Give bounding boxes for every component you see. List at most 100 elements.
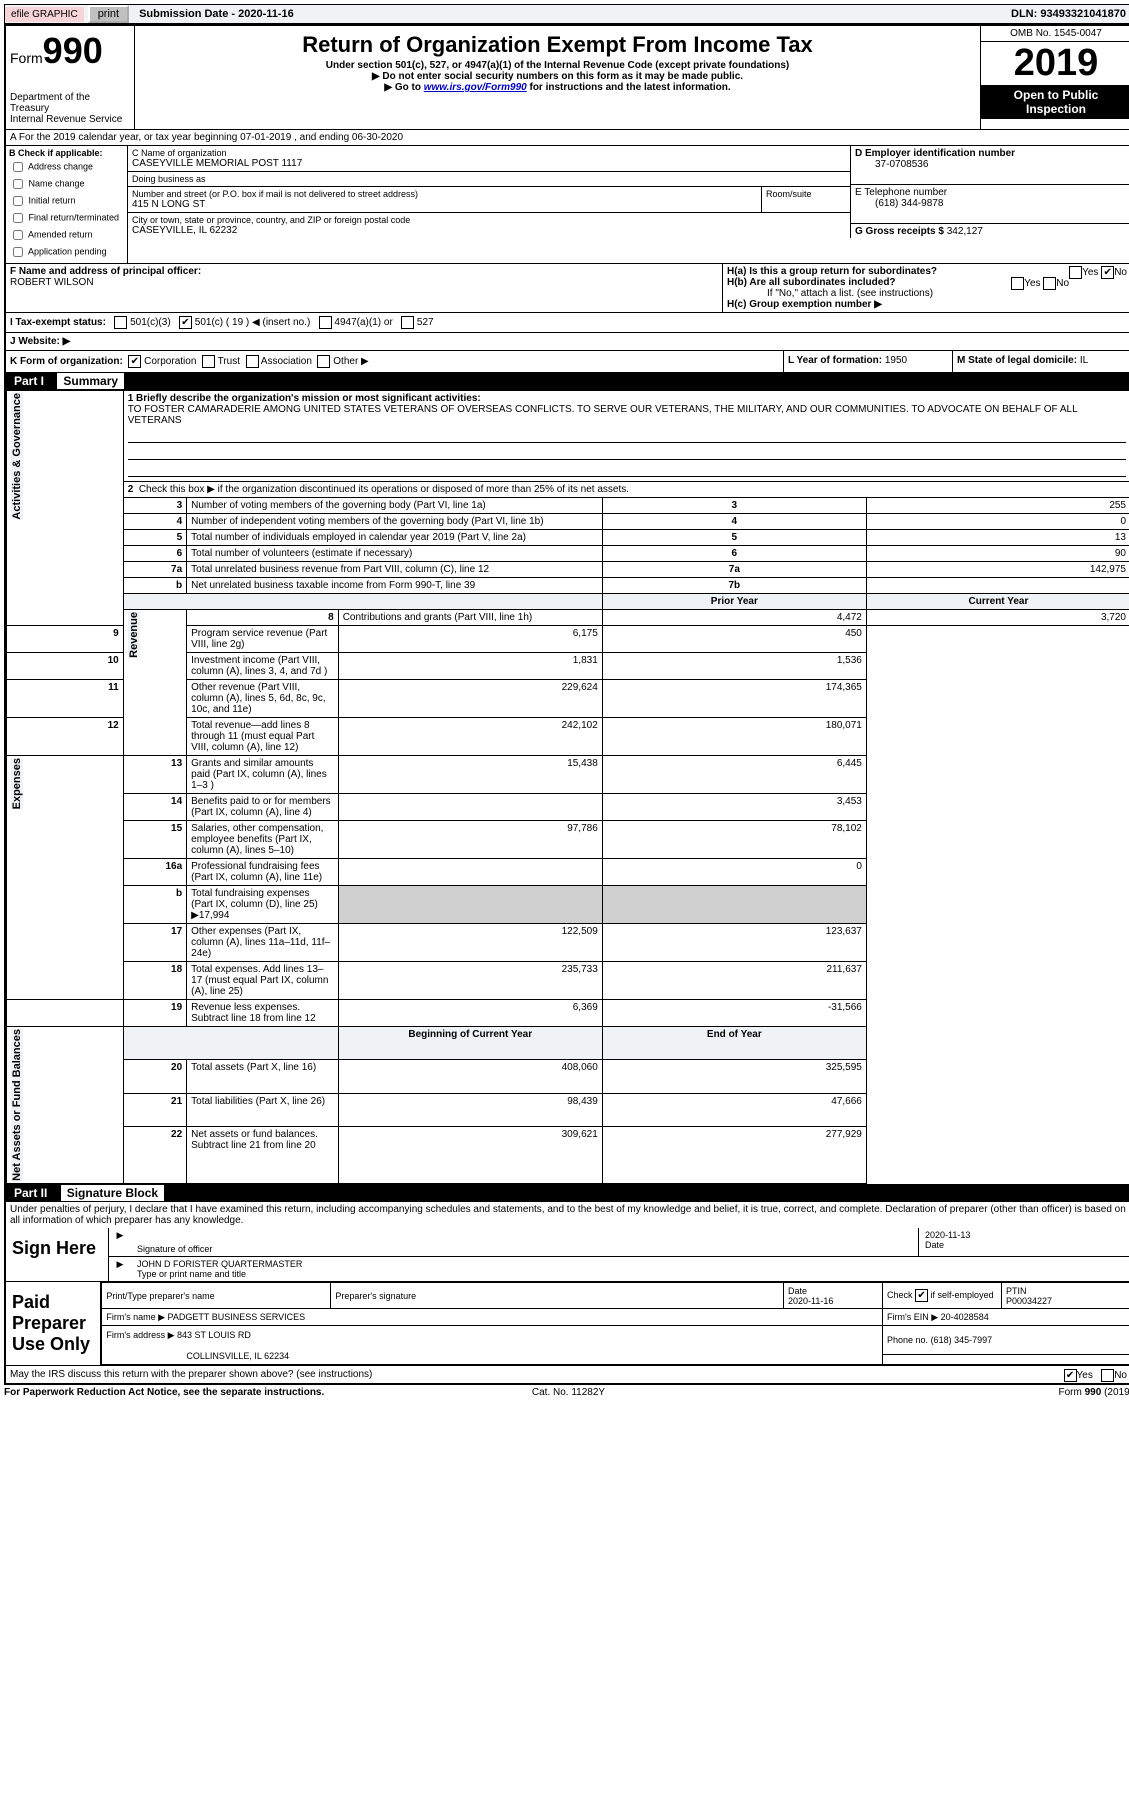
section-b-label: B Check if applicable: bbox=[9, 148, 103, 158]
cb-initial-return[interactable]: Initial return bbox=[9, 193, 124, 209]
cb-501c[interactable] bbox=[179, 316, 192, 329]
sig-date-field: 2020-11-13 Date bbox=[919, 1228, 1129, 1256]
dba-cell: Doing business as bbox=[128, 172, 851, 187]
year-box: OMB No. 1545-0047 2019 Open to Public In… bbox=[981, 26, 1129, 129]
sign-inner: ▶ Signature of officer 2020-11-13 Date ▶… bbox=[109, 1228, 1129, 1281]
cb-assoc[interactable] bbox=[246, 355, 259, 368]
discuss-yes[interactable] bbox=[1064, 1369, 1077, 1382]
paid-prep-label: Paid Preparer Use Only bbox=[6, 1282, 101, 1365]
tax-year: 2019 bbox=[981, 42, 1129, 85]
cb-amended[interactable]: Amended return bbox=[9, 227, 124, 243]
firm-addr-cell: Firm's address ▶ 843 ST LOUIS RD COLLINS… bbox=[102, 1326, 883, 1364]
section-f: F Name and address of principal officer:… bbox=[6, 264, 723, 312]
street-cell: Number and street (or P.O. box if mail i… bbox=[128, 187, 762, 213]
cb-501c3[interactable] bbox=[114, 316, 127, 329]
side-net: Net Assets or Fund Balances bbox=[11, 1029, 23, 1181]
row-16a: 16aProfessional fundraising fees (Part I… bbox=[7, 859, 1129, 886]
note-no-ssn: ▶ Do not enter social security numbers o… bbox=[145, 71, 970, 82]
sig-arrow2-icon: ▶ bbox=[109, 1257, 131, 1281]
footer-right: Form 990 (2019) bbox=[757, 1387, 1129, 1398]
section-klm: K Form of organization: Corporation Trus… bbox=[6, 350, 1129, 372]
department-label: Department of the Treasury Internal Reve… bbox=[10, 92, 130, 125]
section-l: L Year of formation: 1950 bbox=[784, 351, 953, 372]
ptin-cell: PTINP00034227 bbox=[1002, 1282, 1129, 1309]
discuss-line: May the IRS discuss this return with the… bbox=[6, 1365, 1129, 1383]
section-i: I Tax-exempt status: 501(c)(3) 501(c) ( … bbox=[6, 312, 1129, 332]
hc-line: H(c) Group exemption number ▶ bbox=[727, 299, 1127, 310]
summary-table: Activities & Governance 1 Briefly descri… bbox=[6, 390, 1129, 1184]
row-3: 3Number of voting members of the governi… bbox=[7, 498, 1129, 514]
row-nethead: Net Assets or Fund BalancesBeginning of … bbox=[7, 1027, 1129, 1060]
cb-527[interactable] bbox=[401, 316, 414, 329]
sig-officer-field: Signature of officer bbox=[131, 1228, 919, 1256]
footer-center: Cat. No. 11282Y bbox=[380, 1387, 756, 1398]
org-name-cell: C Name of organization CASEYVILLE MEMORI… bbox=[128, 146, 851, 172]
cb-final-return[interactable]: Final return/terminated bbox=[9, 210, 124, 226]
section-g: G Gross receipts $ 342,127 bbox=[851, 224, 1129, 239]
hb-no[interactable] bbox=[1043, 277, 1056, 290]
sign-here-label: Sign Here bbox=[6, 1228, 109, 1281]
form-header: Form990 Department of the Treasury Inter… bbox=[6, 26, 1129, 129]
row-16b: bTotal fundraising expenses (Part IX, co… bbox=[7, 886, 1129, 924]
row-7b: bNet unrelated business taxable income f… bbox=[7, 578, 1129, 594]
row-14: 14Benefits paid to or for members (Part … bbox=[7, 794, 1129, 821]
section-b: B Check if applicable: Address change Na… bbox=[6, 146, 128, 263]
hb-yes[interactable] bbox=[1011, 277, 1024, 290]
row-22: 22Net assets or fund balances. Subtract … bbox=[7, 1127, 1129, 1183]
room-cell: Room/suite bbox=[762, 187, 851, 213]
row-5: 5Total number of individuals employed in… bbox=[7, 530, 1129, 546]
principal-officer: ROBERT WILSON bbox=[10, 277, 94, 288]
line2: 2 Check this box ▶ if the organization d… bbox=[123, 482, 1129, 498]
goto-pre: ▶ Go to bbox=[384, 82, 423, 93]
paid-preparer-block: Paid Preparer Use Only Print/Type prepar… bbox=[6, 1282, 1129, 1365]
row-4: 4Number of independent voting members of… bbox=[7, 514, 1129, 530]
page-footer: For Paperwork Reduction Act Notice, see … bbox=[4, 1387, 1129, 1398]
cb-corp[interactable] bbox=[128, 355, 141, 368]
print-name-cell: Print/Type preparer's name bbox=[102, 1282, 331, 1309]
section-e: E Telephone number (618) 344-9878 bbox=[851, 185, 1129, 224]
state-domicile: IL bbox=[1080, 355, 1088, 366]
side-expenses: Expenses bbox=[11, 758, 23, 809]
cb-other[interactable] bbox=[317, 355, 330, 368]
cb-self-employed[interactable] bbox=[915, 1289, 928, 1302]
section-k: K Form of organization: Corporation Trus… bbox=[6, 351, 784, 372]
mission-text: TO FOSTER CAMARADERIE AMONG UNITED STATE… bbox=[128, 404, 1078, 426]
cb-trust[interactable] bbox=[202, 355, 215, 368]
row-6: 6Total number of volunteers (estimate if… bbox=[7, 546, 1129, 562]
row-19: 19Revenue less expenses. Subtract line 1… bbox=[7, 1000, 1129, 1027]
perjury-declaration: Under penalties of perjury, I declare th… bbox=[6, 1202, 1129, 1228]
officer-name-field: JOHN D FORISTER QUARTERMASTER Type or pr… bbox=[131, 1257, 1129, 1281]
form-number-box: Form990 Department of the Treasury Inter… bbox=[6, 26, 135, 129]
firm-name-cell: Firm's name ▶ PADGETT BUSINESS SERVICES bbox=[102, 1309, 883, 1326]
side-activities: Activities & Governance bbox=[11, 393, 23, 520]
phone-value: (618) 344-9878 bbox=[855, 198, 943, 209]
part2-header: Part II Signature Block bbox=[6, 1184, 1129, 1202]
cb-4947[interactable] bbox=[319, 316, 332, 329]
ein-value: 37-0708536 bbox=[855, 159, 928, 170]
print-button[interactable]: print bbox=[88, 5, 129, 23]
firm-phone-cell: Phone no. (618) 345-7997 bbox=[883, 1326, 1129, 1355]
gross-receipts: 342,127 bbox=[947, 226, 983, 237]
row-8: Revenue8Contributions and grants (Part V… bbox=[7, 610, 1129, 626]
cb-app-pending[interactable]: Application pending bbox=[9, 244, 124, 260]
form-container: Form990 Department of the Treasury Inter… bbox=[4, 24, 1129, 1385]
section-f-h: F Name and address of principal officer:… bbox=[6, 263, 1129, 312]
section-c: C Name of organization CASEYVILLE MEMORI… bbox=[128, 146, 851, 263]
goto-link[interactable]: www.irs.gov/Form990 bbox=[424, 82, 527, 93]
ha-yes[interactable] bbox=[1069, 266, 1082, 279]
ha-no[interactable] bbox=[1101, 266, 1114, 279]
street: 415 N LONG ST bbox=[132, 199, 205, 210]
form-subtitle: Under section 501(c), 527, or 4947(a)(1)… bbox=[145, 60, 970, 71]
sections-bcdeg: B Check if applicable: Address change Na… bbox=[6, 145, 1129, 263]
ha-line: H(a) Is this a group return for subordin… bbox=[727, 266, 1127, 277]
cb-addr-change[interactable]: Address change bbox=[9, 159, 124, 175]
org-name: CASEYVILLE MEMORIAL POST 1117 bbox=[132, 158, 302, 169]
row-21: 21Total liabilities (Part X, line 26)98,… bbox=[7, 1093, 1129, 1126]
tax-year-line: A For the 2019 calendar year, or tax yea… bbox=[6, 130, 1129, 145]
goto-post: for instructions and the latest informat… bbox=[527, 82, 731, 93]
section-j: J Website: ▶ bbox=[6, 332, 1129, 350]
discuss-no[interactable] bbox=[1101, 1369, 1114, 1382]
cb-name-change[interactable]: Name change bbox=[9, 176, 124, 192]
row-15: 15Salaries, other compensation, employee… bbox=[7, 821, 1129, 859]
city: CASEYVILLE, IL 62232 bbox=[132, 225, 237, 236]
